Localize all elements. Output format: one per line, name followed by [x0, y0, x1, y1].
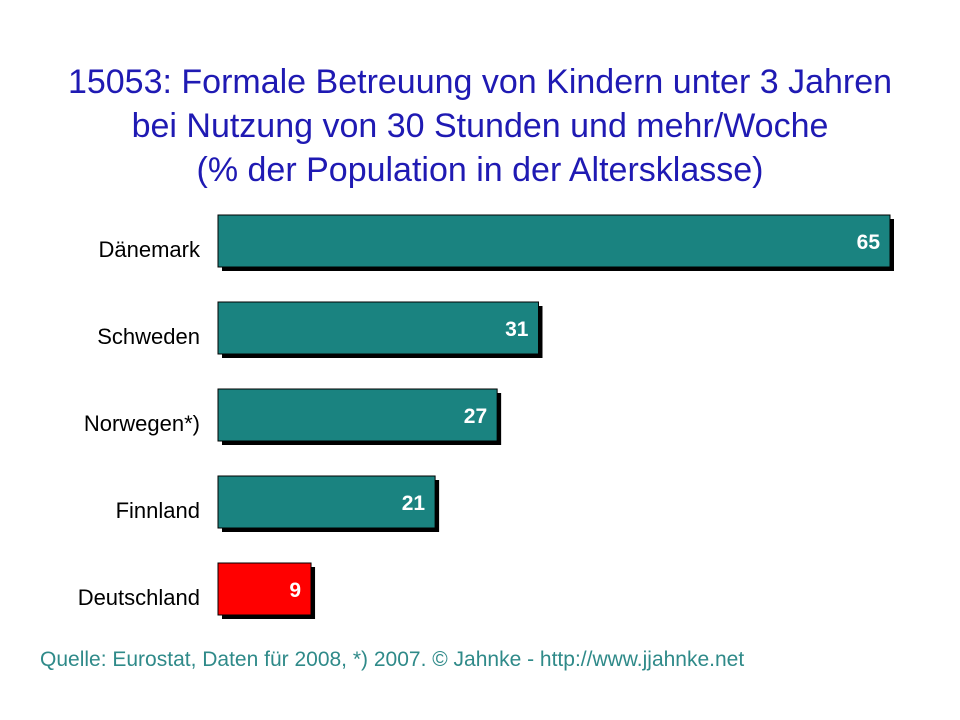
- data-label: 27: [464, 405, 487, 428]
- category-label: Dänemark: [99, 237, 201, 262]
- bar-norwegen: [217, 388, 498, 442]
- category-label: Norwegen*): [84, 411, 200, 436]
- bar-dänemark: [217, 214, 891, 268]
- chart-title-line1: 15053: Formale Betreuung von Kindern unt…: [67, 63, 893, 101]
- data-label: 65: [857, 231, 881, 254]
- chart-title: 15053: Formale Betreuung von Kindern unt…: [0, 60, 960, 192]
- category-label: Schweden: [97, 324, 200, 349]
- category-label: Finnland: [116, 498, 200, 523]
- bar-schweden: [217, 301, 539, 355]
- data-label: 9: [289, 579, 301, 602]
- data-label: 31: [505, 318, 529, 341]
- bar-finnland: [217, 475, 436, 529]
- category-label: Deutschland: [78, 585, 200, 610]
- bars-layer: 65 Dänemark 31 Schweden 27 Norwegen*) 21 Finnla…: [78, 214, 894, 619]
- chart-title-line2: bei Nutzung von 30 Stunden und mehr/Woch…: [131, 107, 829, 145]
- bar-deutschland: [217, 562, 312, 616]
- data-label: 21: [402, 492, 426, 515]
- chart-title-line3: (% der Population in der Altersklasse): [196, 151, 764, 189]
- source-note: Quelle: Eurostat, Daten für 2008, *) 200…: [40, 648, 745, 671]
